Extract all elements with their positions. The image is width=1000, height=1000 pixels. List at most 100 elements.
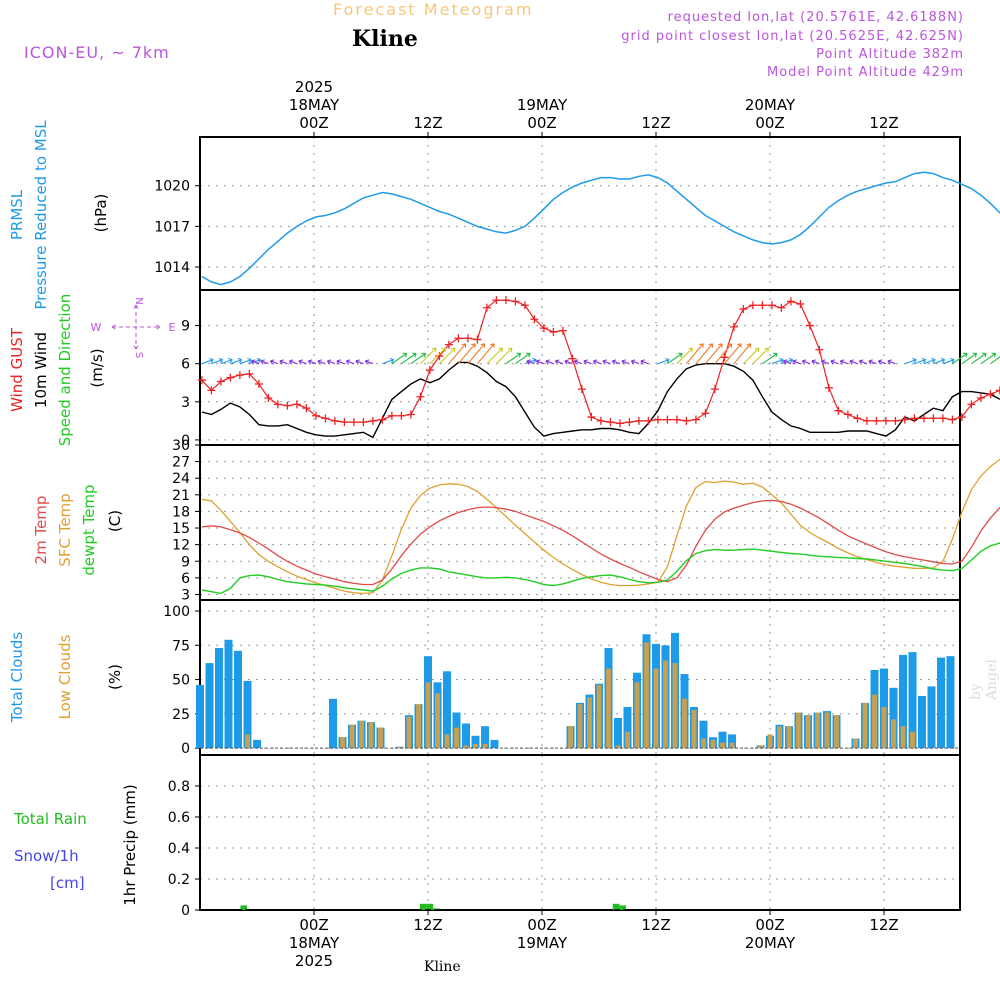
wind-arrow <box>887 360 896 365</box>
wind-arrow-head <box>228 357 233 364</box>
wind10-line <box>201 361 1000 439</box>
total-rain-label: Total Rain <box>13 810 87 828</box>
wind-arrow <box>602 360 611 365</box>
total-cloud-bar <box>937 657 945 749</box>
gust-marker <box>881 416 890 425</box>
wind-arrow-head <box>279 359 284 365</box>
wind-arrow <box>457 343 476 365</box>
y-tick-label: 3 <box>181 587 190 603</box>
panel-frame <box>199 444 961 601</box>
wind-arrow <box>391 352 407 365</box>
compass-w: W <box>91 321 102 334</box>
gust-marker <box>482 303 491 312</box>
gust-marker <box>463 334 472 343</box>
wind-arrow-head <box>737 343 742 348</box>
total-cloud-bar <box>253 739 261 749</box>
place-name: Kline <box>352 26 418 52</box>
gust-marker <box>796 299 805 308</box>
gust-marker <box>416 392 425 401</box>
compass-n: N <box>133 297 144 304</box>
low-cloud-bar <box>606 668 611 749</box>
low-cloud-bar <box>368 722 374 749</box>
wind-arrow <box>564 360 573 365</box>
wind-arrow <box>220 359 233 365</box>
wind-arrow <box>914 359 926 365</box>
low-cloud-bar <box>444 734 450 749</box>
wind-arrow-head <box>764 347 769 353</box>
compass-rose <box>111 304 161 350</box>
wind-arrow-head <box>830 359 835 365</box>
date-label-bottom: 19MAY <box>517 934 568 952</box>
wind-arrow-head <box>317 359 322 365</box>
wind-arrow <box>555 360 564 365</box>
wind-arrow <box>704 343 723 365</box>
footer-place: Kline <box>424 959 461 975</box>
low-cloud-bar <box>872 694 877 749</box>
gust-marker <box>910 414 919 423</box>
wind-arrow <box>593 360 602 365</box>
grid-point-location: grid point closest lon,lat (20.5625E, 42… <box>621 29 964 44</box>
dewpt-axis-label: dewpt Temp <box>80 484 98 575</box>
low-cloud-bar <box>862 702 868 749</box>
gust-marker <box>853 414 862 423</box>
point-altitude: Point Altitude 382m <box>816 47 964 62</box>
requested-location: requested lon,lat (20.5761E, 42.6188N) <box>667 10 964 25</box>
wind-arrow-head <box>788 357 794 364</box>
wind-arrow-head <box>441 347 446 353</box>
wind-arrow-head <box>431 347 437 353</box>
wind-arrow <box>201 359 214 365</box>
wind-arrow <box>933 359 945 365</box>
wind-arrow-head <box>727 343 733 348</box>
y-tick-label: 15 <box>172 521 190 537</box>
pressure-line <box>201 171 1000 286</box>
gust-marker <box>473 335 482 344</box>
low-cloud-bar <box>340 737 345 749</box>
snow-unit-label: [cm] <box>50 874 85 892</box>
wind-arrow <box>448 343 467 365</box>
gust-marker <box>663 415 672 424</box>
time-label-top: 00Z <box>755 114 784 132</box>
wind-arrow-head <box>421 352 427 358</box>
wind-arrow-head <box>640 359 645 365</box>
wind-arrow <box>640 360 649 365</box>
low-cloud-bar <box>577 704 583 749</box>
wind-arrow <box>308 360 317 365</box>
wind-arrow-head <box>849 359 854 365</box>
y-tick-label: 25 <box>172 707 190 723</box>
gust-marker <box>511 297 520 306</box>
gust-marker <box>938 414 947 423</box>
wind-arrow <box>401 352 417 365</box>
wind-arrow <box>536 360 545 365</box>
wind-arrow-head <box>247 357 252 364</box>
temp2m-line <box>201 499 1000 586</box>
wind-arrow-head <box>887 359 892 365</box>
gust-marker <box>967 400 976 409</box>
y-tick-label: 6 <box>181 571 190 587</box>
gust-marker <box>653 415 662 424</box>
y-tick-label: 9 <box>181 554 190 570</box>
wind-arrow <box>526 360 535 365</box>
gust-marker <box>273 400 282 409</box>
wind-arrow <box>317 360 326 365</box>
gust-marker <box>444 340 453 349</box>
low-cloud-bar <box>815 712 820 749</box>
low-cloud-bar <box>691 709 697 749</box>
y-tick-label: 100 <box>163 604 190 620</box>
wind-arrow <box>695 343 714 365</box>
wind-arrow-head <box>782 359 788 365</box>
wind-arrow <box>467 343 486 365</box>
wind-arrow <box>714 343 733 365</box>
gust-marker <box>986 390 995 399</box>
y-tick-label: 0.6 <box>168 810 190 826</box>
wind-arrow-head <box>345 359 351 365</box>
date-label-bottom: 20MAY <box>745 934 796 952</box>
wind-arrow <box>410 352 426 365</box>
wind-unit: (m/s) <box>88 348 106 387</box>
wind-arrow <box>211 359 223 365</box>
wind-arrow <box>515 352 531 365</box>
gust-marker <box>891 416 900 425</box>
y-tick-label: 0 <box>181 741 190 757</box>
wind-arrow-head <box>877 359 883 365</box>
y-tick-label: 9 <box>181 319 190 335</box>
